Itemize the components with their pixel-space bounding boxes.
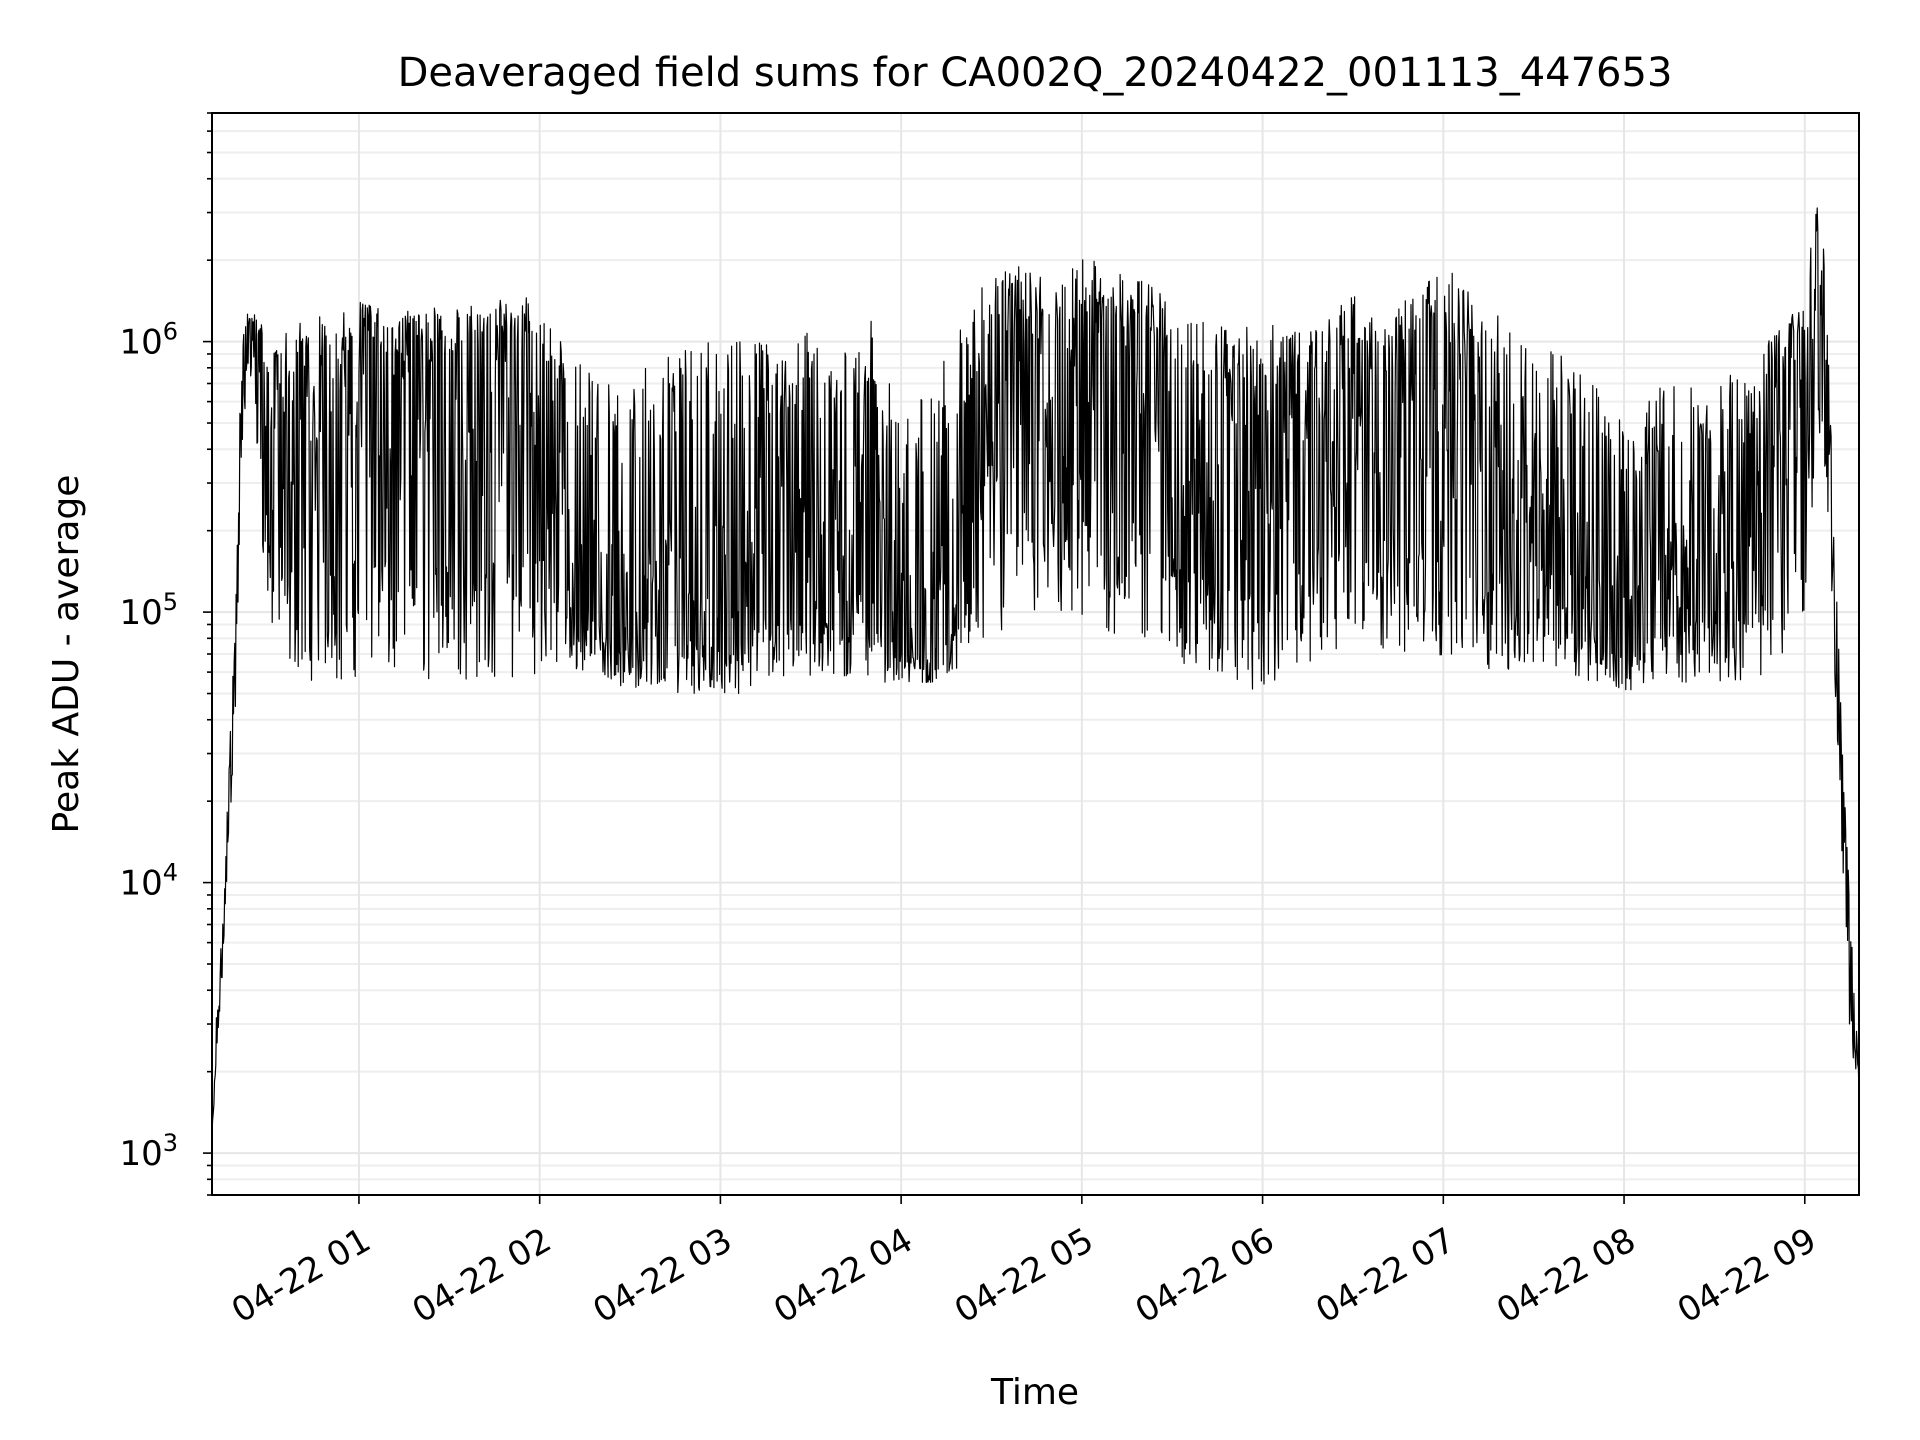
x-axis-label: Time: [990, 1372, 1079, 1413]
chart-title: Deaveraged field sums for CA002Q_2024042…: [398, 50, 1673, 96]
x-tick-label: 04-22 01: [225, 1220, 377, 1331]
series-line: [211, 207, 1860, 1133]
y-axis-label: Peak ADU - average: [46, 475, 87, 834]
y-tick-label: 106: [119, 318, 178, 363]
x-tick-label: 04-22 04: [767, 1220, 919, 1331]
x-tick-label: 04-22 05: [948, 1220, 1100, 1331]
x-tick-label: 04-22 08: [1490, 1220, 1642, 1331]
x-tick-label: 04-22 07: [1309, 1220, 1461, 1331]
x-tick-label: 04-22 06: [1129, 1220, 1281, 1331]
x-tick-label: 04-22 09: [1671, 1220, 1823, 1331]
data-series: [211, 207, 1860, 1133]
x-tick-label: 04-22 03: [587, 1220, 739, 1331]
axis-ticks: 103 104 105 106 04-22 01 04-22 02 04-22 03 04-2…: [119, 112, 1823, 1331]
y-tick-label: 104: [119, 859, 178, 904]
x-tick-label: 04-22 02: [406, 1220, 558, 1331]
y-tick-label: 103: [119, 1129, 178, 1174]
y-tick-label: 105: [119, 588, 178, 633]
